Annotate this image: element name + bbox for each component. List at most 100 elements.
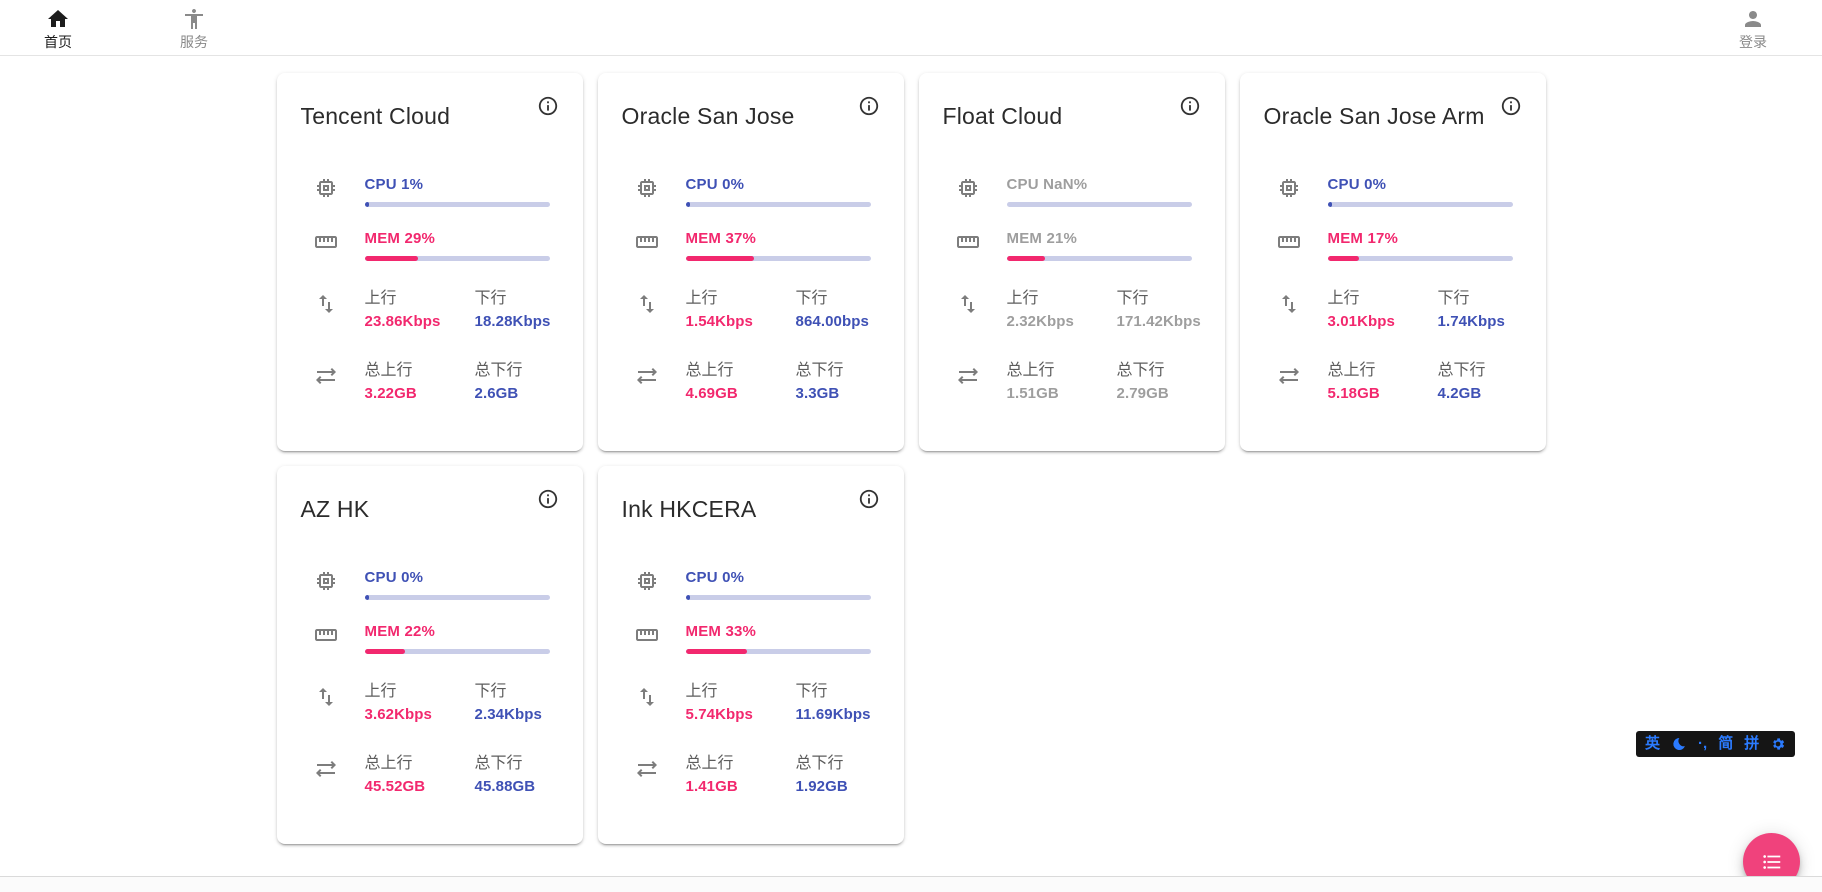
download-label: 下行 (475, 284, 585, 308)
total-download-value: 4.2GB (1438, 385, 1548, 402)
speed-columns: 上行 3.01Kbps 下行 1.74Kbps (1328, 284, 1548, 330)
ime-pinyin-mode[interactable]: 拼 (1744, 731, 1759, 757)
mem-usage-label: MEM 21% (1007, 230, 1192, 247)
total-traffic-row: 总上行 45.52GB 总下行 45.88GB (301, 749, 559, 795)
total-traffic-row: 总上行 1.41GB 总下行 1.92GB (622, 749, 880, 795)
mem-row: MEM 17% (1264, 230, 1522, 261)
nav-item-home[interactable]: 首页 (33, 7, 83, 52)
card-metrics: CPU 0% MEM 33% (622, 569, 880, 795)
info-icon[interactable] (537, 488, 559, 510)
speed-row: 上行 5.74Kbps 下行 11.69Kbps (622, 677, 880, 723)
nav-home-label: 首页 (44, 32, 72, 52)
total-columns: 总上行 3.22GB 总下行 2.6GB (365, 356, 585, 402)
mem-gauge: MEM 17% (1328, 230, 1513, 261)
memory-ruler-icon (635, 623, 659, 647)
cpu-chip-icon (1277, 176, 1301, 200)
card-header: Ink HKCERA (622, 488, 880, 523)
total-traffic-row: 总上行 4.69GB 总下行 3.3GB (622, 356, 880, 402)
card-metrics: CPU NaN% MEM 21% (943, 176, 1201, 402)
mem-usage-label: MEM 33% (686, 623, 871, 640)
mem-gauge: MEM 21% (1007, 230, 1192, 261)
page-root: 首页 服务 登录 Tencent Cloud (0, 0, 1822, 892)
server-card: AZ HK CPU 0% (277, 466, 583, 844)
upload-speed: 上行 5.74Kbps (686, 677, 796, 723)
speed-row: 上行 3.62Kbps 下行 2.34Kbps (301, 677, 559, 723)
cpu-progress-fill (365, 595, 369, 600)
swap-horiz-icon (1277, 364, 1301, 388)
upload-value: 1.54Kbps (686, 313, 796, 330)
nav-item-login[interactable]: 登录 (1728, 7, 1778, 52)
cpu-gauge: CPU 1% (365, 176, 550, 207)
mem-progress-fill (365, 649, 406, 654)
cpu-progress-track (1328, 202, 1513, 207)
upload-value: 2.32Kbps (1007, 313, 1117, 330)
mem-usage-label: MEM 17% (1328, 230, 1513, 247)
upload-speed: 上行 2.32Kbps (1007, 284, 1117, 330)
upload-label: 上行 (686, 677, 796, 701)
nav-services-label: 服务 (180, 32, 208, 52)
cpu-progress-track (365, 595, 550, 600)
mem-gauge: MEM 37% (686, 230, 871, 261)
download-speed: 下行 11.69Kbps (796, 677, 906, 723)
navbar: 首页 服务 登录 (0, 0, 1822, 56)
total-download-value: 45.88GB (475, 778, 585, 795)
info-icon[interactable] (858, 95, 880, 117)
total-upload-value: 5.18GB (1328, 385, 1438, 402)
speed-columns: 上行 2.32Kbps 下行 171.42Kbps (1007, 284, 1227, 330)
total-download: 总下行 45.88GB (475, 749, 585, 795)
ime-punctuation-mode[interactable]: ·, (1698, 731, 1707, 757)
upload-value: 23.86Kbps (365, 313, 475, 330)
mem-progress-fill (1007, 256, 1046, 261)
ime-simplified-mode[interactable]: 简 (1718, 731, 1733, 757)
mem-progress-fill (686, 649, 747, 654)
memory-ruler-icon (956, 230, 980, 254)
server-name: Float Cloud (943, 103, 1063, 130)
cpu-row: CPU NaN% (943, 176, 1201, 207)
swap-vert-icon (956, 292, 980, 316)
total-upload: 总上行 4.69GB (686, 356, 796, 402)
total-download-label: 总下行 (475, 356, 585, 380)
upload-value: 3.01Kbps (1328, 313, 1438, 330)
total-columns: 总上行 45.52GB 总下行 45.88GB (365, 749, 585, 795)
total-upload: 总上行 1.41GB (686, 749, 796, 795)
card-header: AZ HK (301, 488, 559, 523)
cpu-usage-label: CPU 0% (365, 569, 550, 586)
upload-speed: 上行 3.62Kbps (365, 677, 475, 723)
upload-value: 3.62Kbps (365, 706, 475, 723)
info-icon[interactable] (1179, 95, 1201, 117)
server-card: Tencent Cloud CPU 1% (277, 73, 583, 451)
total-download: 总下行 1.92GB (796, 749, 906, 795)
speed-row: 上行 3.01Kbps 下行 1.74Kbps (1264, 284, 1522, 330)
download-value: 171.42Kbps (1117, 313, 1227, 330)
speed-columns: 上行 1.54Kbps 下行 864.00bps (686, 284, 906, 330)
swap-horiz-icon (635, 757, 659, 781)
info-icon[interactable] (537, 95, 559, 117)
total-traffic-row: 总上行 1.51GB 总下行 2.79GB (943, 356, 1201, 402)
total-upload-label: 总上行 (365, 356, 475, 380)
info-icon[interactable] (1500, 95, 1522, 117)
cpu-gauge: CPU 0% (365, 569, 550, 600)
card-header: Oracle San Jose (622, 95, 880, 130)
gear-icon[interactable] (1770, 736, 1786, 752)
total-download-label: 总下行 (796, 356, 906, 380)
upload-speed: 上行 3.01Kbps (1328, 284, 1438, 330)
card-header: Float Cloud (943, 95, 1201, 130)
swap-vert-icon (314, 685, 338, 709)
mem-progress-track (365, 256, 550, 261)
total-download-label: 总下行 (1117, 356, 1227, 380)
info-icon[interactable] (858, 488, 880, 510)
total-download-value: 2.6GB (475, 385, 585, 402)
cpu-row: CPU 0% (622, 176, 880, 207)
nav-item-services[interactable]: 服务 (169, 7, 219, 52)
mem-gauge: MEM 22% (365, 623, 550, 654)
cpu-progress-track (686, 595, 871, 600)
ime-english-mode[interactable]: 英 (1645, 731, 1660, 757)
memory-ruler-icon (314, 623, 338, 647)
upload-label: 上行 (365, 677, 475, 701)
memory-ruler-icon (314, 230, 338, 254)
cpu-chip-icon (314, 176, 338, 200)
download-value: 18.28Kbps (475, 313, 585, 330)
moon-icon[interactable] (1671, 736, 1687, 752)
mem-gauge: MEM 29% (365, 230, 550, 261)
upload-label: 上行 (686, 284, 796, 308)
